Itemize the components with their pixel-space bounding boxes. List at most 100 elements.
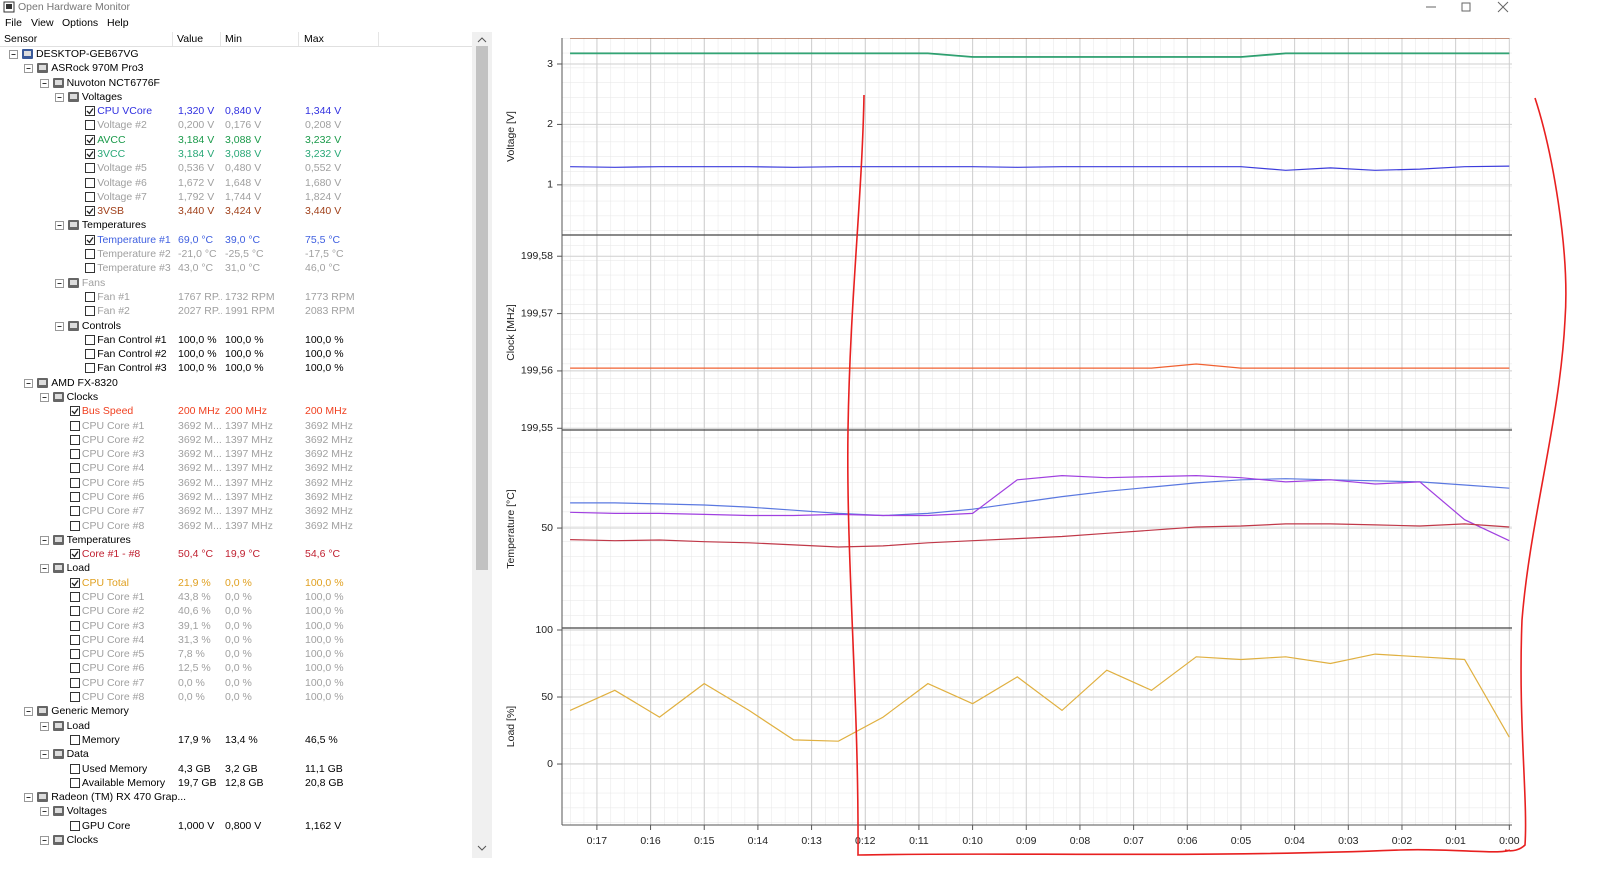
tree-node-icon[interactable] [20,61,50,75]
x-tick-label: 0:06 [1177,835,1198,847]
x-tick-label: 0:05 [1231,835,1252,847]
sensor-min: 3,088 V [225,133,262,146]
checkbox[interactable] [51,590,81,604]
y-axis-label: Clock [MHz] [505,304,517,361]
menu-item[interactable]: Options [62,17,99,29]
tree-node-icon[interactable] [36,833,66,847]
checkbox[interactable] [66,118,96,132]
sensor-max: 3692 MHz [305,433,353,446]
checkbox[interactable] [51,776,81,790]
tree-node-icon[interactable] [36,76,66,90]
checkbox[interactable] [51,476,81,490]
checkbox[interactable] [51,604,81,618]
checkbox[interactable] [51,404,81,418]
sensor-value: 3,184 V [178,148,215,161]
checkbox[interactable] [66,361,96,375]
checkbox[interactable] [66,161,96,175]
checkbox[interactable] [66,204,96,218]
sensor-max: 3692 MHz [305,490,353,503]
scroll-thumb[interactable] [476,46,488,570]
checkbox[interactable] [51,490,81,504]
checkbox[interactable] [51,647,81,661]
sensor-label: Used Memory [81,762,148,775]
checkbox[interactable] [51,576,81,590]
sensor-min: 0,176 V [225,119,262,132]
checkbox[interactable] [51,661,81,675]
checkbox[interactable] [51,676,81,690]
checkbox[interactable] [51,433,81,447]
checkbox[interactable] [51,633,81,647]
checkbox[interactable] [51,447,81,461]
tree-node-icon[interactable] [36,719,66,733]
tree-node-icon[interactable] [36,561,66,575]
checkbox[interactable] [51,733,81,747]
sensor-value: 200 MHz [178,405,221,418]
checkbox[interactable] [66,247,96,261]
checkbox[interactable] [51,762,81,776]
sensor-max: 100,0 % [305,591,344,604]
tree-node-icon[interactable] [36,747,66,761]
tree-node-icon[interactable] [20,376,50,390]
checkbox[interactable] [51,519,81,533]
tree-node-icon[interactable] [51,218,81,232]
checkbox[interactable] [66,147,96,161]
tree-node-icon[interactable] [51,319,81,333]
tree-node-icon[interactable] [20,790,50,804]
sensor-value: 39,1 % [178,619,211,632]
sensor-min: 3,2 GB [225,762,258,775]
checkbox[interactable] [66,233,96,247]
sensor-value: 2027 RP... [178,305,222,318]
checkbox[interactable] [51,619,81,633]
menu-item[interactable]: Help [107,17,129,29]
y-tick-label: 2 [547,118,553,130]
checkbox[interactable] [66,304,96,318]
sensor-max: 100,0 % [305,605,344,618]
sensor-min: 0,0 % [225,576,252,589]
column-title: Value [177,33,204,45]
menu-item[interactable]: View [31,17,54,29]
sensor-label: CPU Core #3 [81,448,145,461]
checkbox[interactable] [51,690,81,704]
tree-node-icon[interactable] [36,804,66,818]
checkbox[interactable] [51,419,81,433]
checkbox[interactable] [51,461,81,475]
checkbox[interactable] [66,176,96,190]
checkbox[interactable] [66,190,96,204]
tree-node-icon[interactable] [51,90,81,104]
tree-node-icon[interactable] [36,390,66,404]
checkbox[interactable] [66,347,96,361]
scrollbar[interactable] [472,32,492,858]
sensor-min: 3,424 V [225,205,262,218]
checkbox[interactable] [51,819,81,833]
tree-node-icon[interactable] [51,276,81,290]
checkbox[interactable] [66,261,96,275]
sensor-value: 43,8 % [178,591,211,604]
sensor-value: 7,8 % [178,648,205,661]
sensor-label: Voltage #5 [97,162,147,175]
sensor-label: ASRock 970M Pro3 [51,62,144,75]
sensor-min: 1397 MHz [225,505,273,518]
tree-node-icon[interactable] [5,47,35,61]
sensor-value: 1767 RP... [178,290,222,303]
checkbox[interactable] [66,333,96,347]
column-separator [172,32,173,46]
maximize[interactable] [1461,2,1471,12]
sensor-value: 43,0 °C [178,262,214,275]
sensor-label: GPU Core [81,819,131,832]
tree-node-icon[interactable] [36,533,66,547]
y-tick-label: 50 [541,691,553,703]
close[interactable] [1497,1,1509,13]
tree-node-icon[interactable] [20,704,50,718]
checkbox[interactable] [66,290,96,304]
checkbox[interactable] [66,133,96,147]
sensor-max: 46,0 °C [305,262,341,275]
sensor-label: Core #1 - #8 [81,548,141,561]
checkbox[interactable] [51,547,81,561]
menu-item[interactable]: File [5,17,22,29]
sensor-max: 3692 MHz [305,476,353,489]
sensor-value: 3,184 V [178,133,215,146]
sensor-max: 3692 MHz [305,448,353,461]
checkbox[interactable] [66,104,96,118]
checkbox[interactable] [51,504,81,518]
